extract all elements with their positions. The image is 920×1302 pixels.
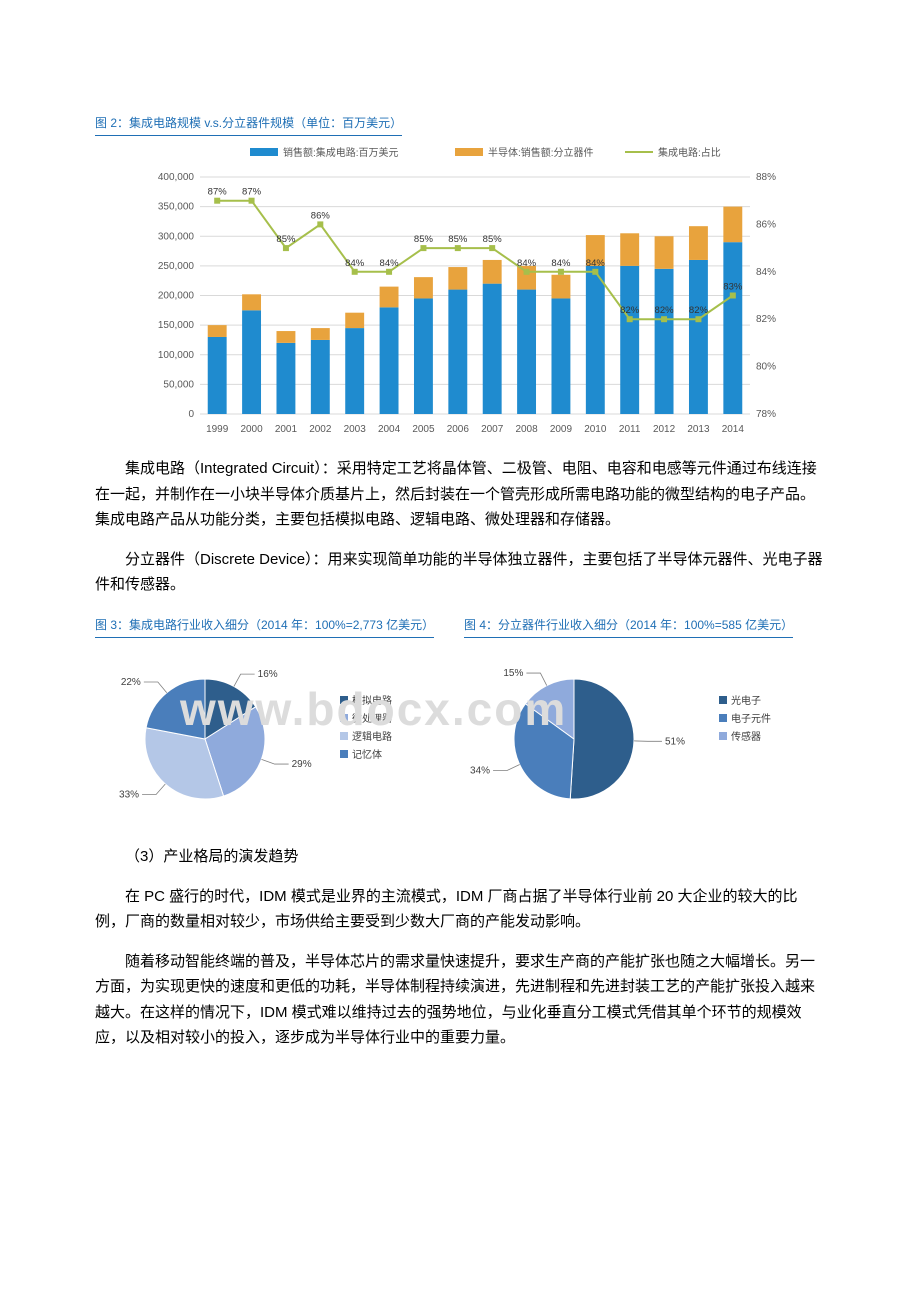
svg-text:2009: 2009 <box>550 424 573 435</box>
figure-3-block: 图 3：集成电路行业收入细分（2014 年：100%=2,773 亿美元） 16… <box>95 612 456 824</box>
svg-text:2013: 2013 <box>687 424 710 435</box>
svg-text:销售额:集成电路:百万美元: 销售额:集成电路:百万美元 <box>283 146 399 159</box>
svg-text:80%: 80% <box>756 362 776 373</box>
svg-text:2001: 2001 <box>275 424 298 435</box>
svg-text:2000: 2000 <box>240 424 263 435</box>
svg-text:84%: 84% <box>345 258 365 269</box>
svg-text:85%: 85% <box>414 234 434 245</box>
svg-text:50,000: 50,000 <box>163 380 194 391</box>
svg-text:86%: 86% <box>756 220 776 231</box>
svg-text:200,000: 200,000 <box>158 291 195 302</box>
svg-text:2005: 2005 <box>412 424 435 435</box>
figure-3-4-row: 图 3：集成电路行业收入细分（2014 年：100%=2,773 亿美元） 16… <box>95 612 825 824</box>
svg-text:250,000: 250,000 <box>158 261 195 272</box>
svg-text:84%: 84% <box>517 258 537 269</box>
svg-text:84%: 84% <box>586 258 606 269</box>
svg-text:光电子: 光电子 <box>731 694 761 707</box>
svg-text:16%: 16% <box>258 669 278 680</box>
svg-text:300,000: 300,000 <box>158 232 195 243</box>
figure-3-chart: 16% 29% 33% 22% 模拟电路微处理器逻辑电路记忆体 <box>95 644 450 824</box>
svg-text:0: 0 <box>188 409 194 420</box>
svg-text:85%: 85% <box>276 234 296 245</box>
svg-text:83%: 83% <box>723 282 743 293</box>
svg-text:传感器: 传感器 <box>731 730 761 743</box>
svg-text:记忆体: 记忆体 <box>352 748 382 761</box>
svg-text:33%: 33% <box>119 790 139 801</box>
paragraph-pc-era: 在 PC 盛行的时代，IDM 模式是业界的主流模式，IDM 厂商占据了半导体行业… <box>95 884 825 935</box>
svg-text:84%: 84% <box>551 258 571 269</box>
svg-text:2011: 2011 <box>619 424 641 435</box>
svg-text:微处理器: 微处理器 <box>352 712 392 725</box>
figure-2-chart: 销售额:集成电路:百万美元 半导体:销售额:分立器件 集成电路:占比 0 50,000 1… <box>135 142 805 442</box>
svg-text:1999: 1999 <box>206 424 229 435</box>
svg-text:2010: 2010 <box>584 424 607 435</box>
svg-text:84%: 84% <box>756 267 776 278</box>
svg-text:2008: 2008 <box>515 424 538 435</box>
svg-text:电子元件: 电子元件 <box>731 712 771 725</box>
svg-text:100,000: 100,000 <box>158 350 195 361</box>
svg-text:82%: 82% <box>655 306 675 317</box>
figure-4-block: 图 4：分立器件行业收入细分（2014 年：100%=585 亿美元） 51% 3… <box>464 612 825 824</box>
svg-text:85%: 85% <box>448 234 468 245</box>
svg-text:85%: 85% <box>483 234 503 245</box>
svg-text:84%: 84% <box>380 258 400 269</box>
svg-text:15%: 15% <box>503 668 523 679</box>
svg-text:逻辑电路: 逻辑电路 <box>352 730 392 743</box>
svg-text:2003: 2003 <box>344 424 367 435</box>
svg-text:78%: 78% <box>756 409 776 420</box>
svg-text:半导体:销售额:分立器件: 半导体:销售额:分立器件 <box>488 146 594 159</box>
svg-text:82%: 82% <box>689 306 709 317</box>
svg-text:集成电路:占比: 集成电路:占比 <box>658 146 721 159</box>
svg-text:34%: 34% <box>470 766 490 777</box>
svg-text:350,000: 350,000 <box>158 202 195 213</box>
svg-text:2014: 2014 <box>722 424 745 435</box>
svg-text:22%: 22% <box>121 677 141 688</box>
svg-text:29%: 29% <box>292 759 312 770</box>
svg-text:51%: 51% <box>665 737 685 748</box>
svg-text:2006: 2006 <box>447 424 470 435</box>
svg-text:82%: 82% <box>620 306 640 317</box>
figure-2-title: 图 2：集成电路规模 v.s.分立器件规模（单位：百万美元） <box>95 113 402 136</box>
svg-text:87%: 87% <box>208 187 228 198</box>
svg-text:88%: 88% <box>756 172 776 183</box>
svg-text:400,000: 400,000 <box>158 172 195 183</box>
svg-text:86%: 86% <box>311 211 331 222</box>
figure-3-title: 图 3：集成电路行业收入细分（2014 年：100%=2,773 亿美元） <box>95 615 434 638</box>
svg-text:2007: 2007 <box>481 424 504 435</box>
svg-text:模拟电路: 模拟电路 <box>352 694 392 707</box>
svg-text:2002: 2002 <box>309 424 332 435</box>
figure-2-block: 图 2：集成电路规模 v.s.分立器件规模（单位：百万美元） 销售额:集成电路:… <box>95 110 825 442</box>
svg-text:2012: 2012 <box>653 424 676 435</box>
svg-text:87%: 87% <box>242 187 262 198</box>
paragraph-ic-definition: 集成电路（Integrated Circuit）：采用特定工艺将晶体管、二极管、… <box>95 456 825 533</box>
svg-text:150,000: 150,000 <box>158 321 195 332</box>
figure-4-chart: 51% 34% 15% 光电子电子元件传感器 <box>464 644 819 824</box>
svg-text:2004: 2004 <box>378 424 401 435</box>
paragraph-mobile-era: 随着移动智能终端的普及，半导体芯片的需求量快速提升，要求生产商的产能扩张也随之大… <box>95 949 825 1051</box>
svg-text:82%: 82% <box>756 315 776 326</box>
paragraph-discrete-definition: 分立器件（Discrete Device）：用来实现简单功能的半导体独立器件，主… <box>95 547 825 598</box>
figure-4-title: 图 4：分立器件行业收入细分（2014 年：100%=585 亿美元） <box>464 615 793 638</box>
subheading-industry-trend: （3）产业格局的演发趋势 <box>95 844 825 870</box>
